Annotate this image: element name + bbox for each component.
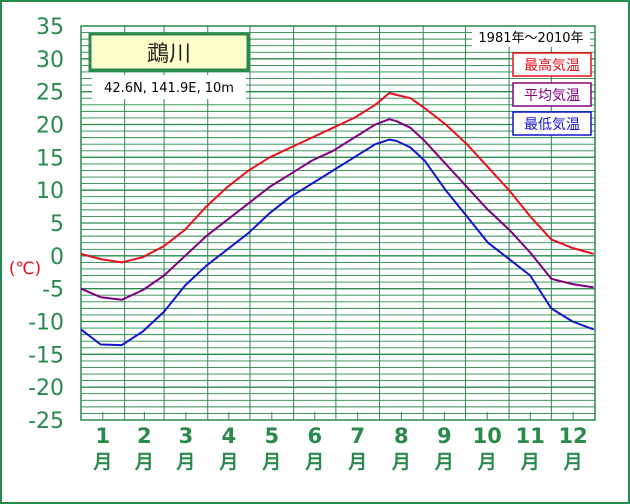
x-tick-labels: 1 月 2 月 3 月 4 月 5 月 6 月 7 月 8 月 9 月 10 月 11 月 12 月 — [92, 424, 587, 473]
y-tick-label: 30 — [36, 48, 64, 73]
x-tick-label: 3 — [179, 424, 194, 448]
series-lines — [80, 92, 594, 347]
x-tick-unit: 月 — [520, 451, 540, 473]
x-tick-unit: 月 — [477, 451, 497, 473]
series-line-3 — [80, 138, 594, 347]
y-tick-label: 20 — [36, 114, 64, 139]
y-tick-label: -15 — [28, 343, 64, 368]
legend-label-1: 最高気温 — [524, 57, 580, 74]
y-tick-labels: 35 30 25 20 15 10 5 0 -5 -10 -15 -20 -25 — [28, 15, 64, 434]
series-line-1 — [80, 92, 594, 264]
y-tick-label: -25 — [28, 409, 64, 434]
x-tick-unit: 月 — [563, 451, 583, 473]
y-tick-label: 10 — [36, 179, 64, 204]
x-tick-label: 7 — [350, 424, 365, 448]
legend-label-2: 平均気温 — [524, 88, 580, 104]
legend-box-2 — [512, 82, 592, 107]
y-tick-label: 0 — [50, 245, 64, 270]
subtitle-box — [92, 75, 246, 99]
x-tick-unit: 月 — [391, 451, 411, 473]
station-coordinates: 42.6N, 141.9E, 10m — [104, 81, 234, 96]
y-axis-label: (℃) — [9, 259, 41, 279]
y-tick-label: -10 — [28, 311, 64, 336]
title-panel: 鵡川 42.6N, 141.9E, 10m — [88, 32, 250, 99]
legend-box-3 — [512, 111, 592, 136]
x-tick-label: 1 — [96, 424, 111, 448]
x-tick-label: 11 — [516, 424, 545, 448]
x-tick-unit: 月 — [218, 451, 238, 473]
x-tick-unit: 月 — [434, 451, 454, 473]
period-label: 1981年〜2010年 — [478, 31, 583, 46]
legend-label-3: 最低気温 — [524, 117, 580, 133]
y-tick-label: 35 — [36, 15, 64, 40]
x-tick-unit: 月 — [134, 451, 154, 473]
y-tick-label: 5 — [50, 212, 64, 237]
series-line-2 — [80, 118, 594, 301]
x-tick-unit: 月 — [261, 451, 281, 473]
x-tick-unit: 月 — [92, 451, 112, 473]
x-tick-label: 5 — [265, 424, 280, 448]
y-tick-label: -20 — [28, 376, 64, 401]
y-tick-label: -5 — [42, 278, 64, 303]
y-tick-label: 15 — [36, 146, 64, 171]
x-tick-label: 9 — [437, 424, 452, 448]
x-tick-label: 12 — [559, 424, 588, 448]
x-tick-unit: 月 — [304, 451, 324, 473]
station-title: 鵡川 — [147, 42, 191, 67]
y-tick-label: 25 — [36, 81, 64, 106]
legend-box-1 — [512, 52, 592, 77]
x-tick-label: 10 — [473, 424, 502, 448]
x-tick-unit: 月 — [175, 451, 195, 473]
x-tick-label: 8 — [394, 424, 409, 448]
title-box — [88, 32, 250, 72]
x-tick-label: 4 — [222, 424, 237, 448]
period-box — [472, 27, 590, 47]
x-tick-unit: 月 — [347, 451, 367, 473]
x-tick-label: 2 — [137, 424, 152, 448]
x-tick-label: 6 — [307, 424, 322, 448]
